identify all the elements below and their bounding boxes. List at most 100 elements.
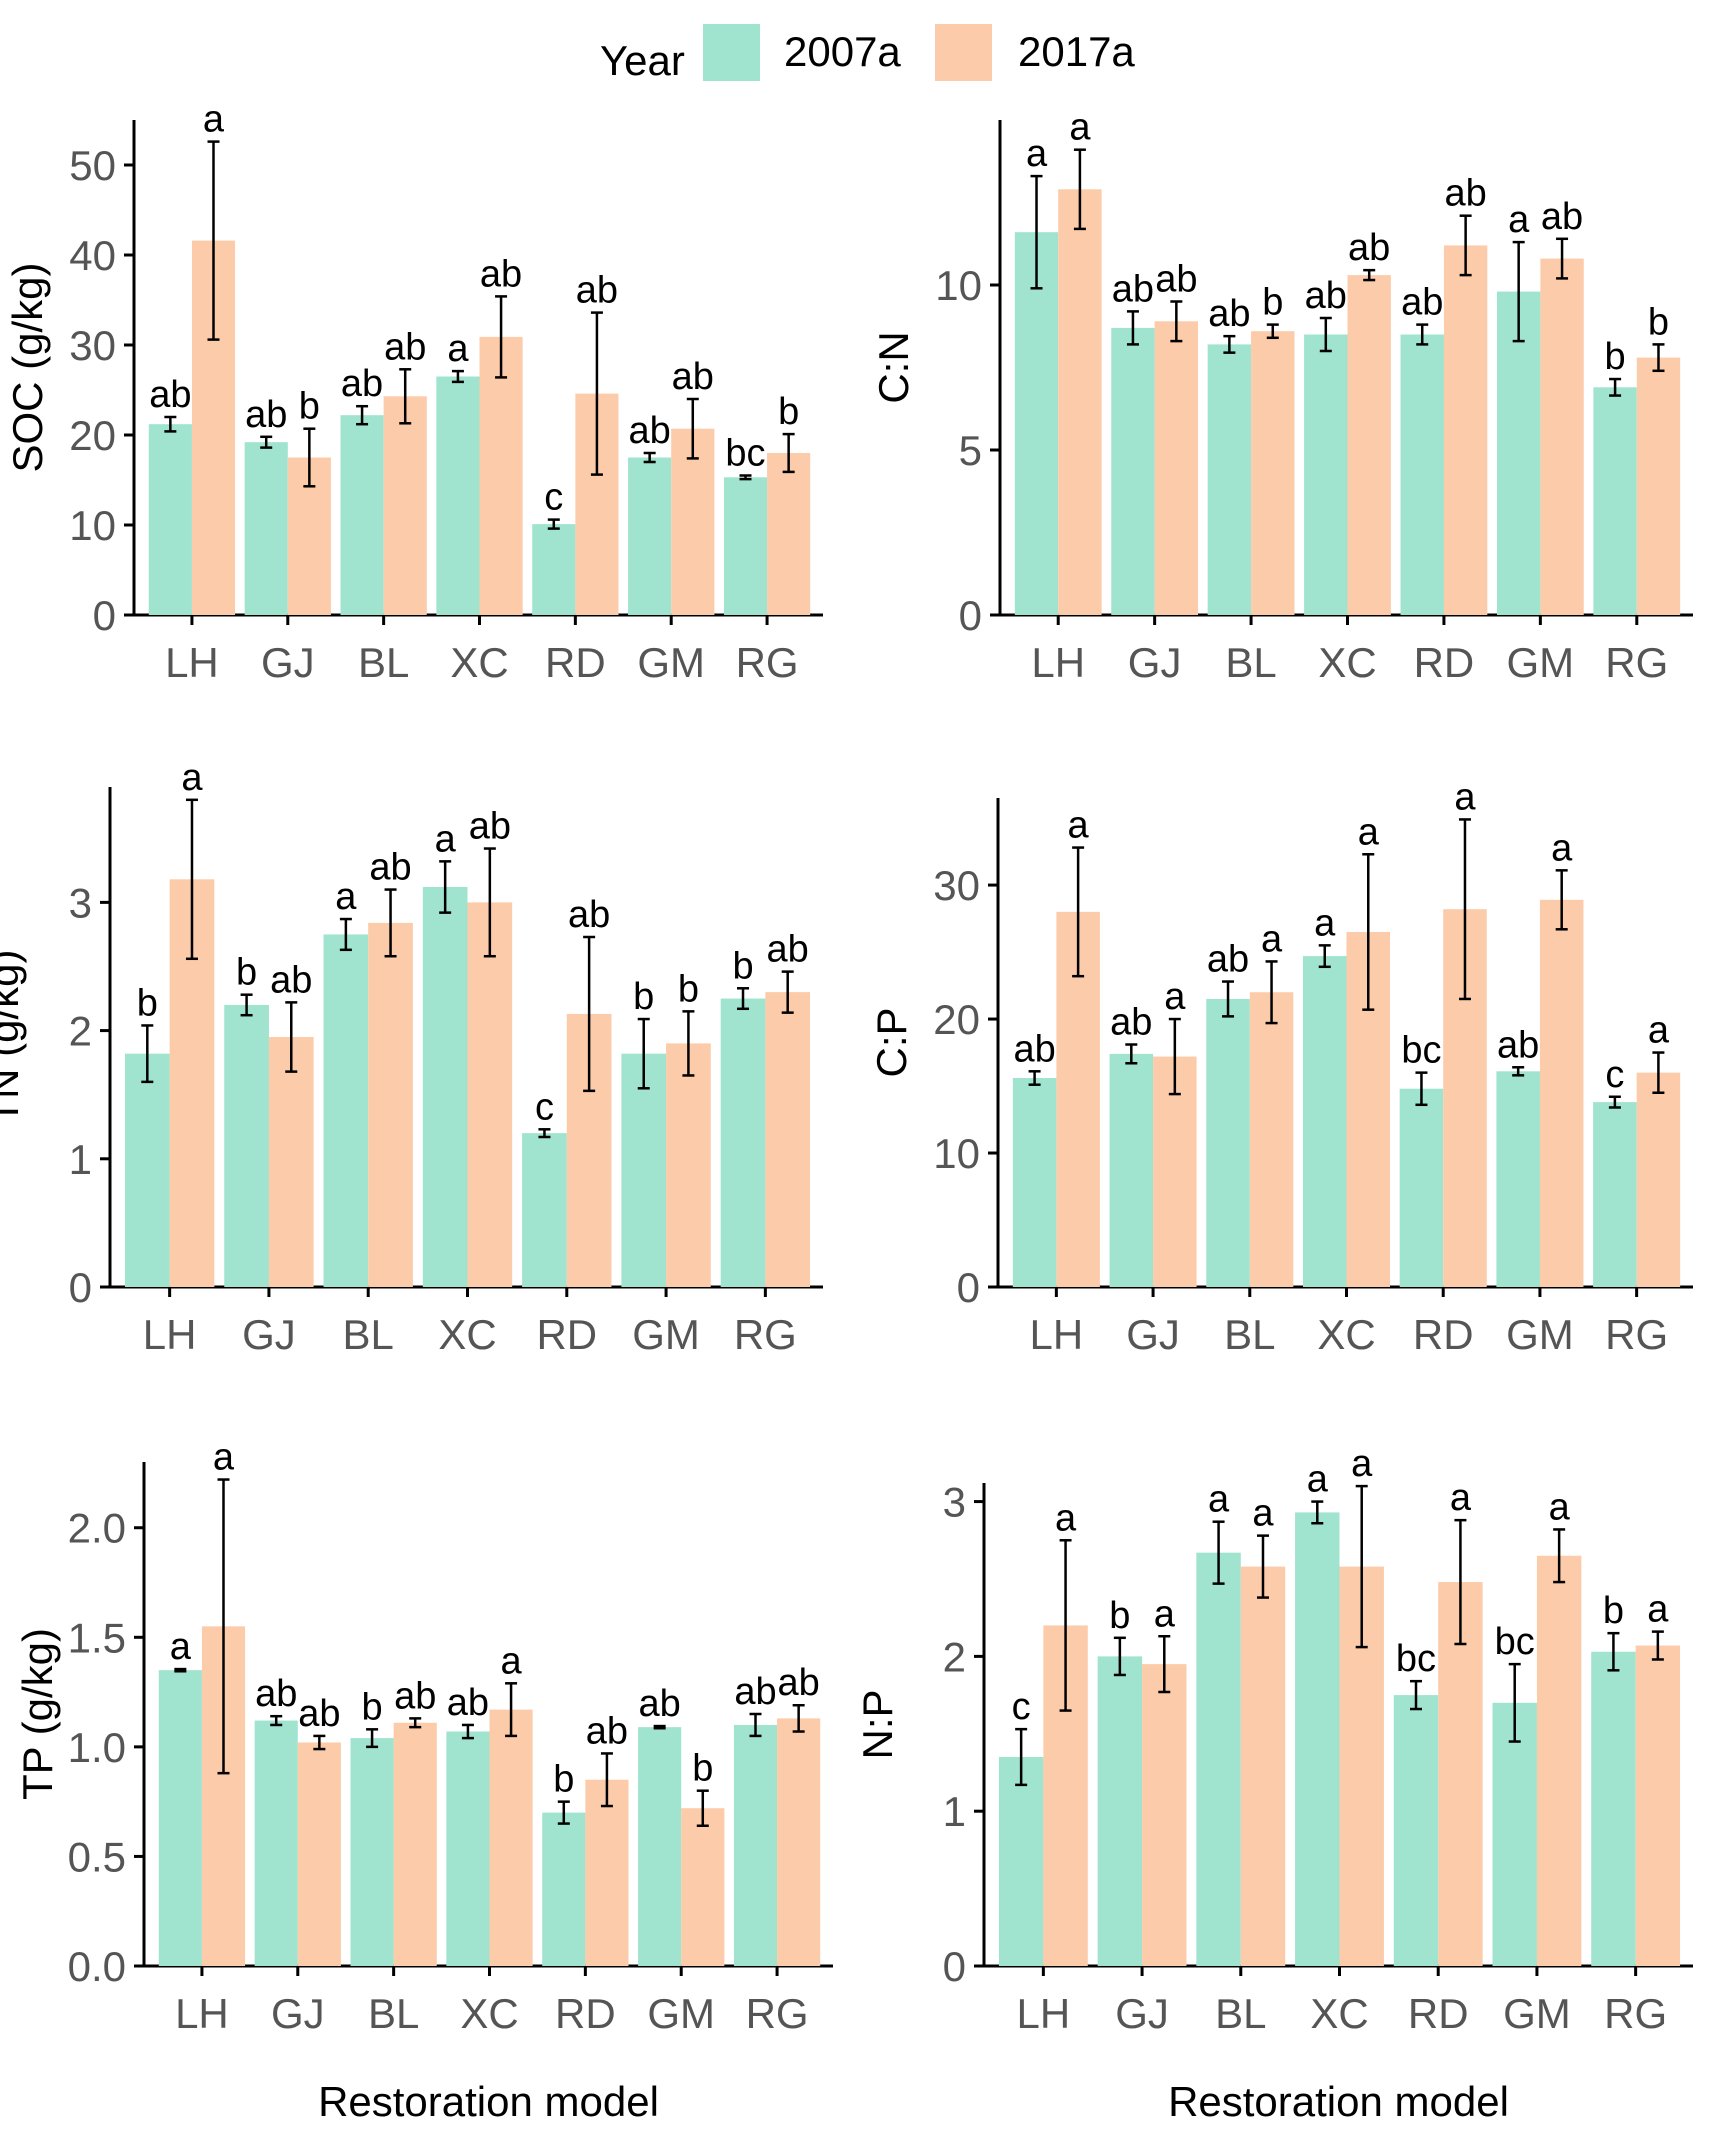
bar-2007a (621, 1053, 667, 1287)
significance-label: ab (586, 1710, 628, 1752)
error-bar (366, 1728, 379, 1749)
significance-label: a (1549, 1486, 1571, 1528)
x-tick-label: GJ (1126, 1311, 1180, 1358)
error-bar (1311, 1500, 1324, 1525)
y-tick-label: 0.5 (68, 1833, 126, 1880)
error-bar (260, 435, 273, 449)
error-bar (313, 1734, 326, 1751)
bar-2007a (1207, 344, 1252, 615)
bar-2017a (368, 922, 413, 1287)
significance-label: a (1358, 811, 1380, 853)
error-bar (600, 1752, 613, 1808)
significance-label: c (535, 1086, 554, 1128)
y-axis-title: C:P (868, 1007, 915, 1077)
bar-2017a (383, 396, 427, 615)
bar-2017a (1438, 1582, 1483, 1966)
significance-label: a (1068, 805, 1090, 847)
error-bar (1028, 1070, 1041, 1086)
bar-2017a (767, 453, 811, 615)
y-tick-label: 50 (69, 142, 116, 189)
bar-2007a (1496, 291, 1541, 615)
significance-label: b (236, 952, 257, 994)
error-bar (1556, 237, 1569, 280)
x-tick-label: BL (1224, 1311, 1275, 1358)
bar-2017a (666, 1043, 711, 1287)
bar-2007a (1496, 1071, 1540, 1287)
bar-2007a (1304, 334, 1348, 615)
significance-label: c (544, 477, 563, 519)
x-tick-label: GM (637, 639, 705, 686)
significance-label: b (1109, 1595, 1130, 1637)
significance-label: ab (629, 410, 671, 452)
error-bar (164, 415, 177, 433)
error-bar (285, 1001, 298, 1073)
bar-2007a (542, 1812, 586, 1966)
significance-label: a (1261, 918, 1283, 960)
error-bar (439, 860, 452, 914)
x-tick-label: GJ (271, 1990, 325, 2037)
bar-2007a (1593, 1102, 1637, 1287)
bar-2007a (1400, 334, 1444, 615)
significance-label: b (1648, 301, 1669, 343)
significance-label: a (1454, 776, 1476, 818)
error-bar (792, 1703, 805, 1733)
bar-2017a (765, 992, 811, 1287)
significance-label: b (137, 982, 158, 1024)
significance-label: ab (734, 1671, 776, 1713)
bar-2007a (1591, 1651, 1636, 1966)
x-tick-label: XC (1318, 639, 1376, 686)
y-tick-label: 1.5 (68, 1614, 126, 1661)
bar-2007a (254, 1720, 298, 1966)
error-bar (1072, 846, 1085, 978)
significance-label: a (1351, 1443, 1373, 1485)
y-tick-label: 1 (943, 1788, 966, 1835)
significance-label: a (170, 1626, 192, 1668)
significance-label: a (1647, 1589, 1669, 1631)
x-tick-label: LH (143, 1311, 197, 1358)
legend-swatch-2007a (703, 24, 760, 81)
y-axis-title: TN (g/kg) (0, 949, 27, 1124)
bar-2007a (158, 1670, 202, 1966)
error-bar (1030, 174, 1043, 290)
error-bar (1125, 1043, 1138, 1065)
error-bar (240, 993, 253, 1017)
significance-label: a (1648, 1010, 1670, 1052)
bar-2007a (1097, 1656, 1143, 1966)
x-tick-label: BL (1225, 639, 1276, 686)
error-bar (1512, 1066, 1525, 1077)
error-bar (737, 987, 750, 1011)
x-tick-label: BL (343, 1311, 394, 1358)
significance-label: a (1055, 1497, 1077, 1539)
error-bar (682, 1010, 695, 1077)
y-tick-label: 0.0 (68, 1943, 126, 1990)
x-tick-label: GJ (242, 1311, 296, 1358)
bar-2007a (1492, 1702, 1537, 1966)
bar-2017a (479, 336, 523, 615)
significance-label: ab (1110, 1002, 1152, 1044)
error-bar (1113, 1636, 1126, 1677)
x-tick-label: RD (536, 1311, 597, 1358)
error-bar (547, 518, 560, 530)
significance-label: ab (480, 253, 522, 295)
error-bar (1059, 1539, 1072, 1712)
significance-label: b (678, 968, 699, 1010)
bar-2007a (1399, 1088, 1444, 1287)
bar-2017a (1154, 321, 1199, 615)
significance-label: a (335, 876, 357, 918)
error-bar (643, 451, 656, 464)
x-tick-label: RG (736, 639, 799, 686)
error-bar (495, 295, 508, 379)
error-bar (1652, 1051, 1665, 1094)
bar-2007a (224, 1004, 269, 1287)
bar-2017a (681, 1808, 725, 1966)
significance-label: ab (1013, 1028, 1055, 1070)
bar-2007a (244, 442, 288, 615)
y-tick-label: 30 (933, 862, 980, 909)
x-tick-label: RG (1604, 1990, 1667, 2037)
bar-2017a (1539, 899, 1584, 1287)
bar-2007a (1593, 387, 1637, 615)
x-tick-label: RG (734, 1311, 797, 1358)
y-tick-label: 10 (933, 1130, 980, 1177)
error-bar (696, 1789, 709, 1828)
